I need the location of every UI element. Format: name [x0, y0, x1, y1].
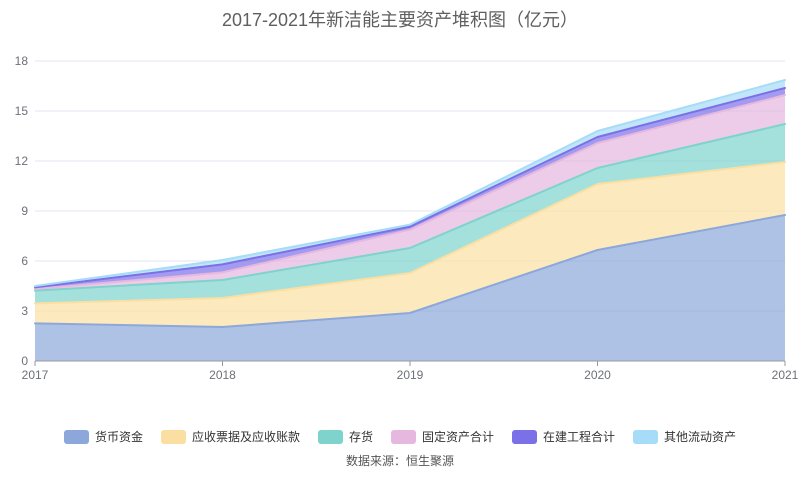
legend: 货币资金 应收票据及应收账款 存货 固定资产合计 在建工程合计 其他流动资产 [0, 428, 800, 445]
legend-swatch-icon [633, 429, 659, 444]
y-axis-label: 18 [15, 54, 29, 68]
series-line-2 [34, 123, 786, 292]
legend-item-2[interactable]: 存货 [317, 428, 373, 445]
legend-swatch-icon [160, 429, 186, 444]
series-line-5 [34, 79, 786, 287]
legend-label: 应收票据及应收账款 [191, 430, 300, 444]
series-line-4 [34, 87, 786, 289]
legend-item-4[interactable]: 在建工程合计 [512, 428, 615, 445]
legend-swatch-icon [317, 429, 343, 444]
area-band-4 [35, 88, 785, 289]
chart-title: 2017-2021年新洁能主要资产堆积图（亿元） [221, 10, 579, 30]
y-axis-label: 6 [21, 254, 28, 268]
stacked-area-plot: 2017 2018 2019 2020 2021 0 3 6 9 12 15 18 [15, 54, 799, 382]
legend-label: 货币资金 [94, 430, 143, 444]
x-axis-label: 2017 [22, 368, 49, 382]
y-axis-label: 12 [15, 154, 29, 168]
data-source-note: 数据来源：恒生聚源 [345, 454, 454, 468]
legend-item-3[interactable]: 固定资产合计 [391, 428, 494, 445]
y-axis-label: 0 [21, 354, 28, 368]
x-axis-label: 2018 [209, 368, 236, 382]
y-axis-label: 3 [21, 304, 28, 318]
legend-label: 在建工程合计 [543, 430, 616, 444]
legend-label: 存货 [348, 430, 373, 444]
y-axis-label: 9 [21, 204, 28, 218]
x-axis-label: 2021 [772, 368, 799, 382]
series-line-1 [34, 161, 786, 305]
legend-swatch-icon [391, 429, 416, 444]
area-band-0 [35, 215, 785, 361]
x-axis-label: 2019 [397, 368, 424, 382]
legend-label: 其他流动资产 [664, 430, 737, 444]
legend-item-1[interactable]: 应收票据及应收账款 [160, 428, 300, 445]
legend-label: 固定资产合计 [422, 430, 495, 444]
legend-swatch-icon [63, 429, 89, 444]
legend-item-0[interactable]: 货币资金 [63, 428, 143, 445]
legend-swatch-icon [512, 429, 538, 444]
y-axis-label: 15 [15, 104, 29, 118]
series-line-0 [34, 214, 786, 328]
x-axis-label: 2020 [584, 368, 611, 382]
legend-item-5[interactable]: 其他流动资产 [633, 428, 736, 445]
area-band-1 [35, 162, 785, 327]
series-line-3 [34, 94, 786, 290]
